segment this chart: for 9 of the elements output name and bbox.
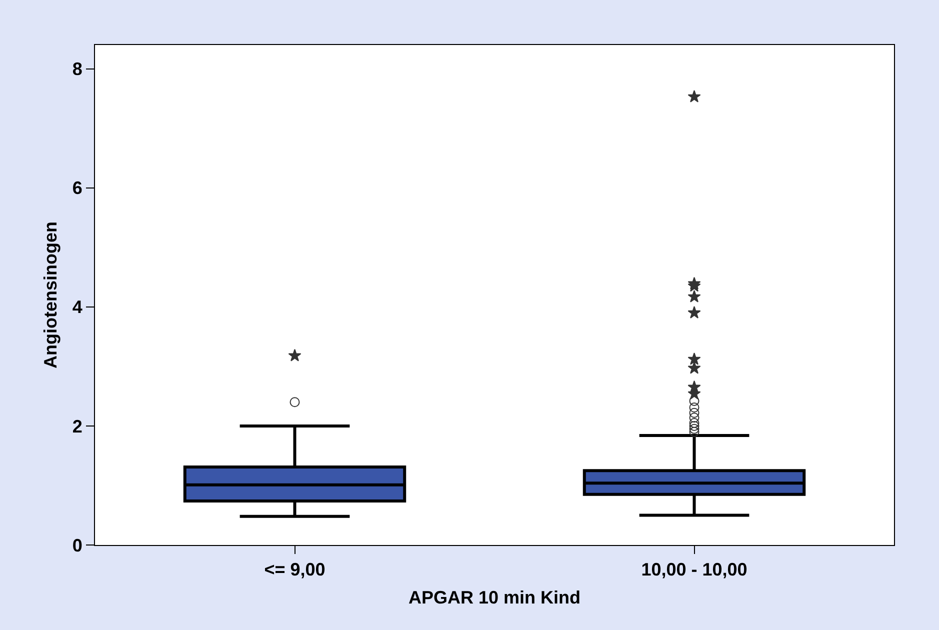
- y-tick-label: 4: [72, 297, 82, 318]
- y-tick-label: 8: [72, 59, 82, 80]
- y-tick-label: 6: [72, 178, 82, 198]
- x-axis-title: APGAR 10 min Kind: [408, 588, 581, 608]
- y-tick-label: 0: [72, 535, 82, 556]
- y-axis-title: Angiotensinogen: [40, 222, 61, 368]
- x-tick-label: 10,00 - 10,00: [641, 560, 748, 580]
- x-tick-label: <= 9,00: [264, 560, 326, 580]
- y-tick-label: 2: [72, 416, 82, 436]
